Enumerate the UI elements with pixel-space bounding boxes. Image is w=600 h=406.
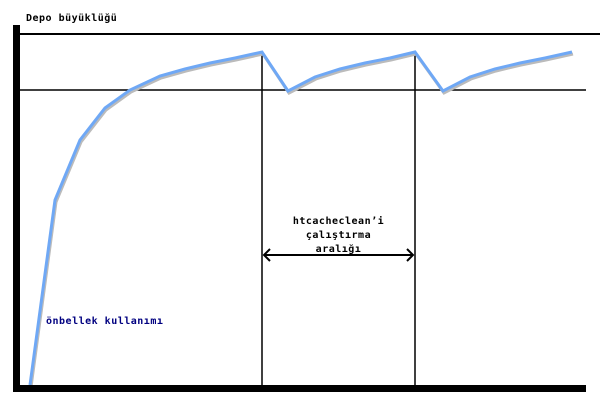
curve-shadow <box>29 52 574 388</box>
arrowhead-left-icon <box>262 248 271 262</box>
cache-usage-curve <box>28 50 573 386</box>
y-axis <box>13 25 20 392</box>
interval-label: htcacheclean’i çalıştırma aralığı <box>262 215 415 257</box>
x-axis <box>13 385 586 392</box>
series-label: önbellek kullanımı <box>46 316 164 327</box>
interval-label-line: aralığı <box>315 244 362 255</box>
interval-label-line: htcacheclean’i <box>292 216 385 227</box>
interval-arrow <box>262 248 415 262</box>
arrowhead-right-icon <box>406 248 415 262</box>
y-axis-label: Depo büyüklüğü <box>26 13 118 24</box>
interval-label-line: çalıştırma <box>305 230 372 241</box>
